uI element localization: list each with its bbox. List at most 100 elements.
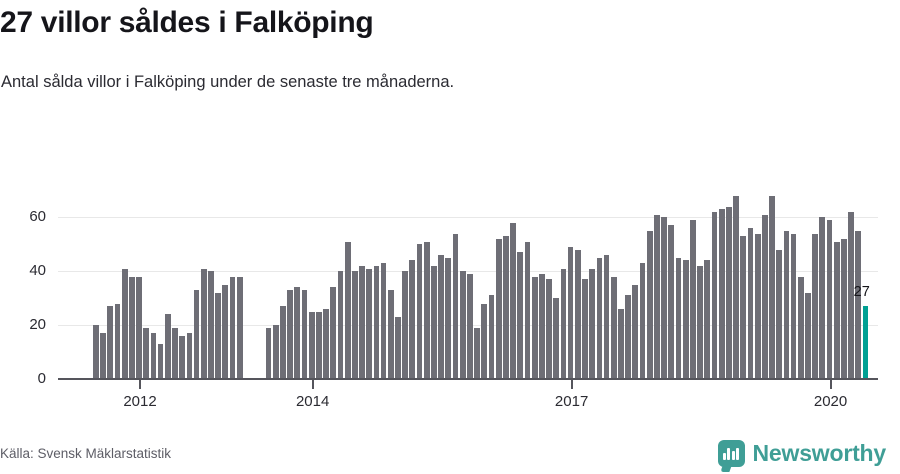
bar — [668, 225, 675, 379]
bar — [366, 268, 373, 379]
bar — [538, 273, 545, 379]
bar — [639, 263, 646, 379]
bar — [272, 325, 279, 379]
bar — [164, 314, 171, 379]
bar — [488, 295, 495, 379]
bar — [445, 257, 452, 379]
bar — [193, 290, 200, 379]
bar — [344, 241, 351, 379]
bar — [733, 195, 739, 379]
bar — [208, 271, 214, 379]
bar — [380, 263, 387, 379]
bar — [769, 195, 775, 379]
bar — [121, 268, 128, 379]
bar — [337, 271, 344, 379]
bar — [805, 292, 811, 379]
bar — [351, 271, 358, 379]
bar — [229, 276, 236, 379]
bar — [459, 271, 466, 379]
bar — [596, 257, 603, 379]
bar — [646, 230, 653, 379]
x-axis-tick — [570, 380, 573, 389]
gridline-60 — [58, 217, 878, 219]
bar — [632, 284, 639, 379]
bar — [546, 279, 552, 379]
bar — [93, 325, 99, 379]
bar — [452, 233, 459, 379]
bar — [833, 241, 840, 379]
bar — [761, 214, 768, 379]
x-axis-tick — [311, 380, 314, 389]
x-axis-tick — [139, 380, 142, 389]
bar — [423, 241, 430, 379]
bar — [294, 287, 301, 379]
bar — [481, 303, 488, 379]
bar — [143, 327, 150, 379]
bar-highlighted — [862, 306, 869, 379]
bar — [236, 276, 243, 379]
bar — [553, 298, 560, 379]
y-axis-tick-label: 60 — [29, 208, 46, 226]
bar — [200, 268, 207, 379]
bar — [841, 238, 847, 379]
source-note: Källa: Svensk Mäklarstatistik — [0, 446, 172, 461]
bar — [654, 214, 660, 379]
bar — [783, 230, 790, 379]
bar — [315, 311, 322, 379]
bar — [826, 220, 833, 379]
bar — [776, 249, 783, 379]
bar — [128, 276, 135, 379]
newsworthy-logo[interactable]: Newsworthy — [717, 440, 886, 467]
bar — [682, 260, 689, 379]
bar — [467, 273, 473, 379]
bar — [567, 246, 574, 379]
bar — [495, 238, 502, 379]
bar — [510, 222, 516, 379]
y-axis-tick-label: 40 — [29, 262, 46, 280]
bar — [661, 217, 667, 379]
bar — [222, 284, 229, 379]
x-axis-tick — [829, 380, 832, 389]
bar — [711, 211, 718, 379]
highlight-value-label: 27 — [853, 284, 870, 301]
plot-area: 0 20 40 60 27 — [29, 185, 878, 386]
gridline-40 — [58, 271, 878, 273]
bar — [416, 244, 423, 379]
bar — [589, 268, 596, 379]
bar — [797, 276, 804, 379]
bar — [790, 233, 797, 379]
bar — [625, 295, 632, 379]
bar — [675, 257, 682, 379]
bar — [438, 255, 444, 379]
bar — [402, 271, 409, 379]
bar — [186, 333, 193, 379]
bar — [718, 209, 725, 379]
bar — [172, 327, 178, 379]
bar — [431, 265, 437, 379]
x-axis-tick-label: 2012 — [123, 393, 157, 410]
bar — [603, 255, 610, 379]
bar — [690, 220, 696, 379]
bar — [747, 228, 754, 379]
bar — [582, 279, 588, 379]
bar — [618, 308, 624, 379]
bar — [848, 211, 854, 379]
bar — [330, 287, 337, 379]
bar — [150, 333, 157, 379]
bar — [373, 265, 380, 379]
bar — [100, 333, 106, 379]
bar — [308, 311, 315, 379]
bar — [157, 343, 164, 379]
bar — [136, 276, 142, 379]
bar — [524, 241, 531, 379]
page-subtitle: Antal sålda villor i Falköping under de … — [1, 73, 455, 91]
y-axis-tick-label: 0 — [37, 370, 46, 387]
bar — [740, 236, 747, 379]
x-axis-tick-label: 2017 — [554, 393, 589, 410]
newsworthy-bar-chart-bubble-icon — [717, 440, 745, 467]
bar — [395, 317, 401, 379]
bar — [409, 260, 416, 379]
bar — [697, 265, 703, 379]
bar — [287, 290, 293, 379]
